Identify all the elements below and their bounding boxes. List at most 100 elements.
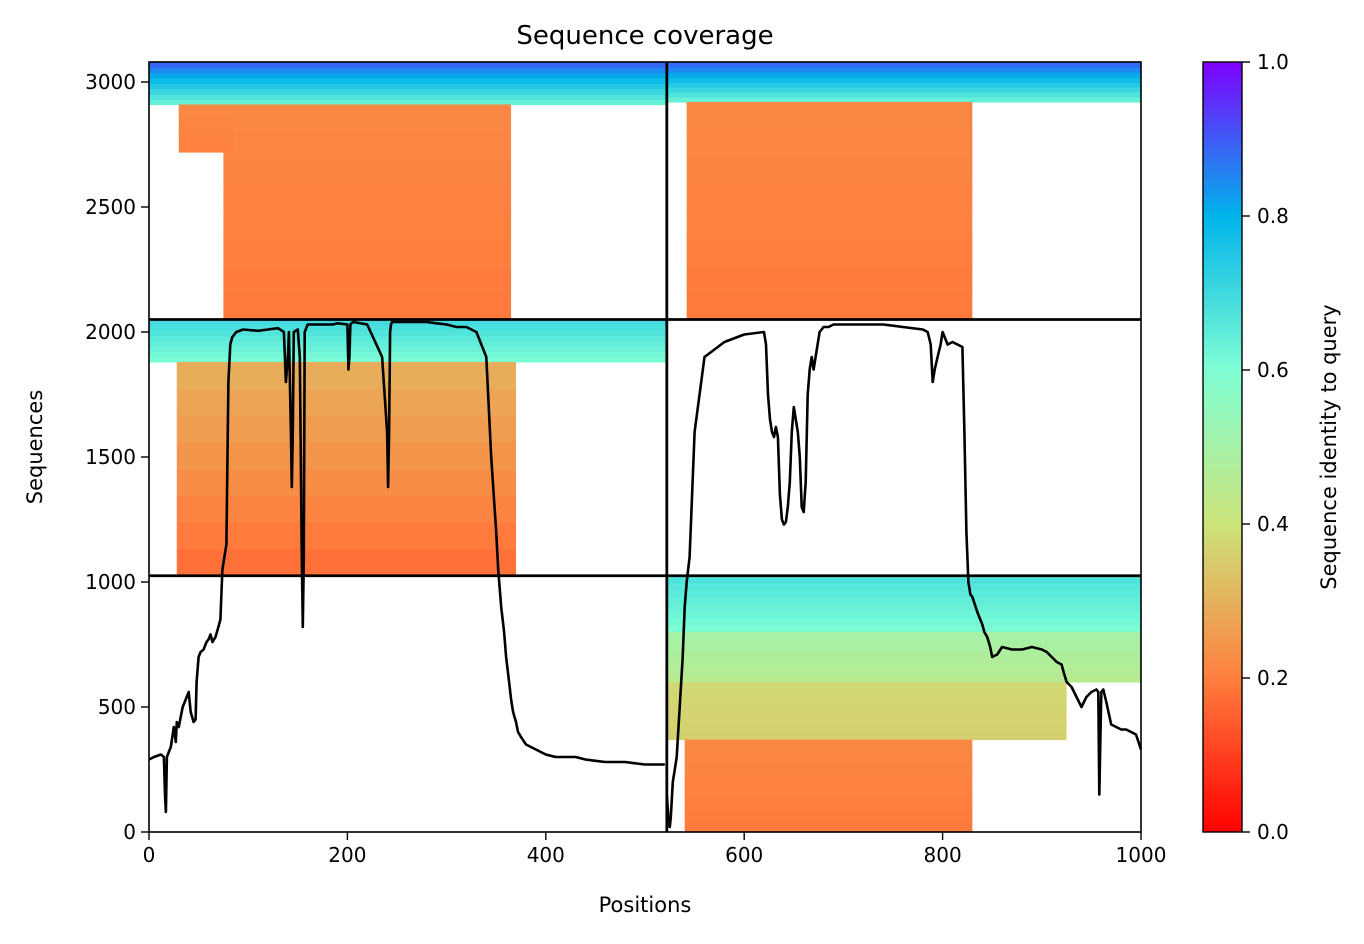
heatmap-layer: [149, 62, 1141, 833]
colorbar-tick-label: 1.0: [1257, 50, 1289, 74]
plot-frame: [148, 61, 1142, 833]
coverage-band-middle-left-1-3: [176, 468, 517, 497]
coverage-band-bottom-right-3-0: [684, 820, 973, 833]
coverage-band-top-right-0-7: [666, 62, 1141, 68]
y-tick-label: 0: [123, 820, 136, 844]
coverage-band-bottom-right-0-4: [666, 596, 1141, 605]
colorbar-tick-label: 0.6: [1257, 358, 1289, 382]
colorbar: [1202, 61, 1243, 833]
coverage-band-top-left-2-6: [178, 110, 234, 117]
x-tick-label: 600: [725, 843, 763, 867]
coverage-band-bottom-right-2-4: [666, 703, 1067, 712]
coverage-band-top-right-0-2: [666, 87, 1141, 93]
coverage-band-bottom-right-1-5: [666, 644, 1141, 652]
y-tick-label: 1500: [85, 445, 136, 469]
coverage-band-top-left-2-7: [178, 104, 234, 112]
coverage-band-bottom-right-3-4: [684, 774, 973, 787]
x-tick-label: 800: [924, 843, 962, 867]
coverage-band-top-left-0-6: [149, 67, 667, 74]
coverage-band-top-right-1-5: [686, 156, 973, 185]
coverage-band-bottom-right-3-6: [684, 751, 973, 764]
chart-title: Sequence coverage: [516, 21, 773, 51]
coverage-band-top-left-2-2: [178, 134, 234, 141]
coverage-band-bottom-right-2-6: [666, 689, 1067, 697]
coverage-band-bottom-right-0-6: [666, 582, 1141, 591]
coverage-band-top-left-1-6: [223, 131, 512, 159]
coverage-band-bottom-right-3-5: [684, 762, 973, 775]
coverage-band-bottom-right-3-3: [684, 785, 973, 798]
coverage-band-top-right-1-2: [686, 237, 973, 266]
coverage-band-top-left-2-4: [178, 122, 234, 129]
block-dividers: [149, 62, 1141, 832]
coverage-band-bottom-right-1-2: [666, 663, 1141, 671]
coverage-band-top-left-0-5: [149, 72, 667, 79]
coverage-band-bottom-right-1-6: [666, 638, 1141, 646]
y-tick-label: 2000: [85, 320, 136, 344]
x-tick-label: 200: [328, 843, 366, 867]
coverage-band-bottom-right-0-5: [666, 589, 1141, 598]
coverage-band-middle-left-1-6: [176, 388, 517, 417]
y-tick-label: 500: [98, 695, 136, 719]
coverage-band-bottom-right-3-2: [684, 797, 973, 810]
coverage-band-middle-left-1-4: [176, 442, 517, 470]
coverage-band-top-left-2-3: [178, 128, 234, 135]
coverage-band-bottom-right-2-7: [666, 682, 1067, 690]
coverage-band-bottom-right-1-7: [666, 632, 1141, 639]
coverage-band-bottom-right-0-1: [666, 617, 1141, 626]
y-tick-label: 1000: [85, 570, 136, 594]
y-axis-ticks: 0 500 1000 1500 2000 2500 3000: [85, 70, 149, 844]
block-top-left: [149, 62, 667, 321]
x-tick-label: 0: [143, 843, 156, 867]
colorbar-ticks: 0.0 0.2 0.4 0.6 0.8 1.0: [1242, 50, 1289, 844]
coverage-band-top-right-1-7: [686, 102, 973, 130]
coverage-band-middle-left-0-5: [149, 330, 667, 337]
coverage-band-top-left-1-2: [223, 238, 512, 267]
coverage-band-top-right-0-6: [666, 67, 1141, 73]
coverage-band-top-right-1-1: [686, 265, 973, 293]
coverage-band-middle-left-1-0: [176, 549, 517, 577]
colorbar-tick-label: 0.0: [1257, 820, 1289, 844]
coverage-band-top-left-0-2: [149, 88, 667, 95]
block-top-right: [666, 62, 1141, 321]
coverage-band-top-right-0-1: [666, 92, 1141, 98]
coverage-band-top-right-1-6: [686, 129, 973, 157]
coverage-band-middle-left-1-7: [176, 362, 517, 390]
coverage-line-0: [148, 320, 665, 814]
coverage-band-top-left-1-7: [223, 104, 512, 132]
coverage-band-top-left-0-0: [149, 99, 667, 106]
x-tick-label: 1000: [1116, 843, 1167, 867]
block-bottom-right: [666, 575, 1141, 833]
coverage-band-bottom-right-3-7: [684, 739, 973, 752]
coverage-band-bottom-right-1-3: [666, 657, 1141, 664]
x-axis-label: Positions: [599, 893, 692, 917]
coverage-band-bottom-right-1-0: [666, 675, 1141, 683]
coverage-band-bottom-right-2-5: [666, 696, 1067, 705]
block-middle-left: [149, 319, 667, 577]
coverage-band-middle-left-0-1: [149, 351, 667, 358]
coverage-band-top-left-2-5: [178, 116, 234, 123]
coverage-band-top-left-2-1: [178, 140, 234, 147]
coverage-band-middle-left-0-6: [149, 324, 667, 331]
x-axis-ticks: 0 200 400 600 800 1000: [143, 832, 1167, 867]
y-tick-label: 2500: [85, 195, 136, 219]
coverage-band-middle-left-1-1: [176, 522, 517, 550]
coverage-band-top-left-1-3: [223, 212, 512, 240]
coverage-band-top-left-1-0: [223, 292, 512, 321]
coverage-band-top-left-2-0: [178, 146, 234, 153]
coverage-band-top-right-0-4: [666, 77, 1141, 83]
coverage-band-top-right-0-5: [666, 72, 1141, 78]
coverage-band-bottom-right-1-4: [666, 650, 1141, 658]
coverage-band-bottom-right-2-2: [666, 717, 1067, 726]
coverage-band-middle-left-0-2: [149, 346, 667, 352]
colorbar-tick-label: 0.2: [1257, 666, 1289, 690]
coverage-band-middle-left-0-3: [149, 340, 667, 347]
coverage-band-middle-left-1-5: [176, 415, 517, 443]
coverage-band-top-left-0-4: [149, 77, 667, 84]
coverage-lines: [148, 320, 1143, 829]
coverage-band-top-right-0-0: [666, 97, 1141, 103]
coverage-band-bottom-right-2-0: [666, 732, 1067, 741]
coverage-band-top-right-0-3: [666, 82, 1141, 88]
coverage-band-middle-left-0-4: [149, 335, 667, 342]
